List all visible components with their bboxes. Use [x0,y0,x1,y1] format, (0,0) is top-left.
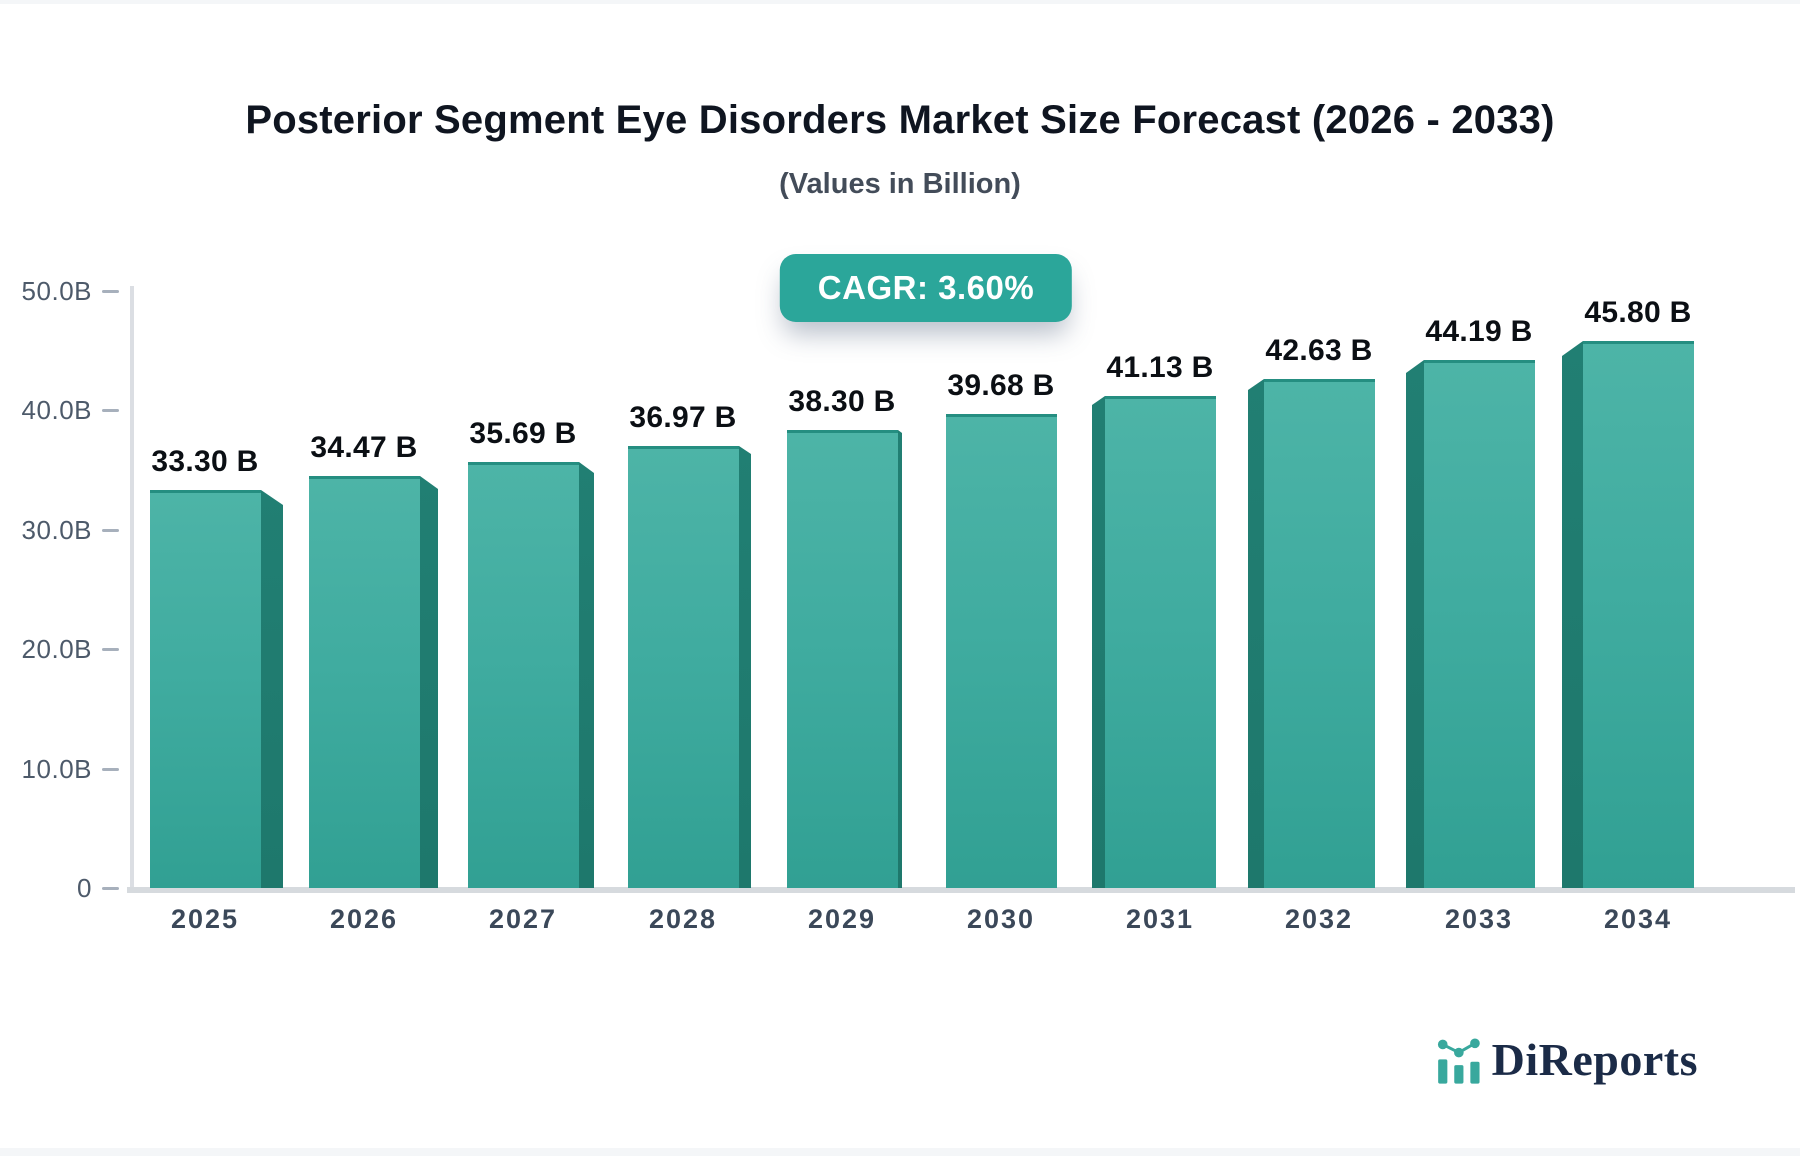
chart-subtitle: (Values in Billion) [779,168,1021,200]
x-axis-baseline [127,887,1795,893]
bar-3d-side [739,446,751,888]
bar-2033 [1424,360,1535,888]
bar-value-label: 35.69 B [469,417,577,450]
brand-logo-text: DiReports [1491,1034,1698,1085]
y-axis-line [130,286,134,890]
x-tick-label: 2026 [329,904,399,934]
y-tick-mark [102,409,119,412]
bar-value-label: 36.97 B [629,401,737,434]
bar-value-label: 45.80 B [1584,296,1692,329]
y-tick-label: 10.0B [21,754,92,784]
x-tick-label: 2029 [807,904,877,934]
x-tick-label: 2025 [170,904,240,934]
bar-value-label: 44.19 B [1425,315,1533,348]
x-tick-label: 2032 [1284,904,1354,934]
y-tick-mark [102,768,119,771]
bar-value-label: 38.30 B [788,385,896,418]
bar-3d-side [1406,360,1424,888]
bar-2029 [787,430,898,888]
bar-3d-side [579,462,594,888]
bar-2030 [946,414,1057,888]
x-tick-label: 2030 [966,904,1036,934]
y-tick-label: 30.0B [21,515,92,545]
chart-title: Posterior Segment Eye Disorders Market S… [245,98,1555,142]
bar-3d-side [1092,396,1105,888]
bar-3d-side [898,430,902,888]
bar-3d-side [1562,341,1583,888]
bar-3d-side [420,476,438,888]
brand-chart-icon [1437,1037,1480,1084]
cagr-badge: CAGR: 3.60% [779,254,1073,322]
bar-2027 [468,462,579,888]
bar-2028 [628,446,739,888]
bar-2031 [1105,396,1216,888]
x-tick-label: 2033 [1444,904,1514,934]
bar-value-label: 42.63 B [1265,334,1373,367]
bar-3d-side [1248,379,1264,888]
y-tick-mark [102,887,119,890]
bar-2034 [1583,341,1694,888]
y-tick-label: 50.0B [21,276,92,306]
bar-value-label: 33.30 B [151,445,259,478]
x-tick-label: 2034 [1603,904,1673,934]
bar-2026 [309,476,420,888]
plot-area: 0 10.0B 20.0B 30.0B 40.0B 50.0B 33.30 B 34.47 … [0,4,1800,1148]
y-tick-label: 40.0B [21,395,92,425]
x-tick-label: 2031 [1125,904,1195,934]
bar-value-label: 34.47 B [310,431,418,464]
bar-value-label: 39.68 B [947,369,1055,402]
x-tick-label: 2028 [648,904,718,934]
y-tick-label: 20.0B [21,634,92,664]
y-tick-mark [102,290,119,293]
y-tick-mark [102,529,119,532]
y-tick-mark [102,648,119,651]
bar-2032 [1264,379,1375,888]
y-tick-label: 0 [77,873,92,903]
bar-2025 [150,490,261,888]
x-tick-label: 2027 [488,904,558,934]
chart-card: Posterior Segment Eye Disorders Market S… [0,4,1800,1148]
bar-3d-side [261,490,283,888]
brand-logo: DiReports [1437,1033,1698,1086]
bar-value-label: 41.13 B [1106,351,1214,384]
